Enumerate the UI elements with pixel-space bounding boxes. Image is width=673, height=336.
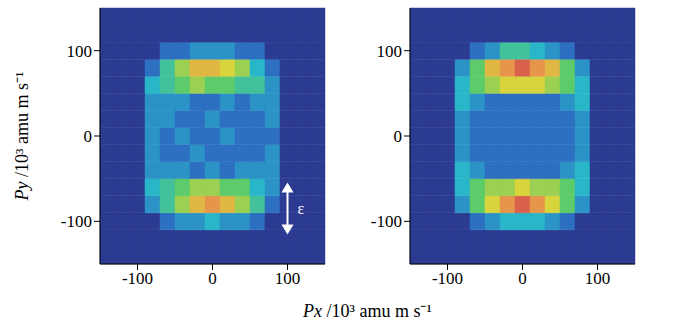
svg-text:100: 100 xyxy=(377,42,403,61)
svg-text:0: 0 xyxy=(84,127,93,146)
svg-text:-100: -100 xyxy=(61,212,92,231)
html-text:Px /10³ amu m s⁻¹: Px /10³ amu m s⁻¹ xyxy=(303,301,432,321)
svg-text:0: 0 xyxy=(518,269,527,288)
svg-text:0: 0 xyxy=(208,269,217,288)
svg-text:100: 100 xyxy=(275,269,301,288)
svg-text:-100: -100 xyxy=(122,269,153,288)
html-text:Py: Py xyxy=(12,181,32,201)
svg-text:100: 100 xyxy=(67,42,93,61)
svg-text:100: 100 xyxy=(585,269,611,288)
svg-text:-100: -100 xyxy=(371,212,402,231)
svg-text:ε: ε xyxy=(298,200,305,217)
svg-text:-100: -100 xyxy=(432,269,463,288)
svg-text:0: 0 xyxy=(394,127,403,146)
html-text:/10³ amu m s⁻¹: /10³ amu m s⁻¹ xyxy=(12,71,32,182)
